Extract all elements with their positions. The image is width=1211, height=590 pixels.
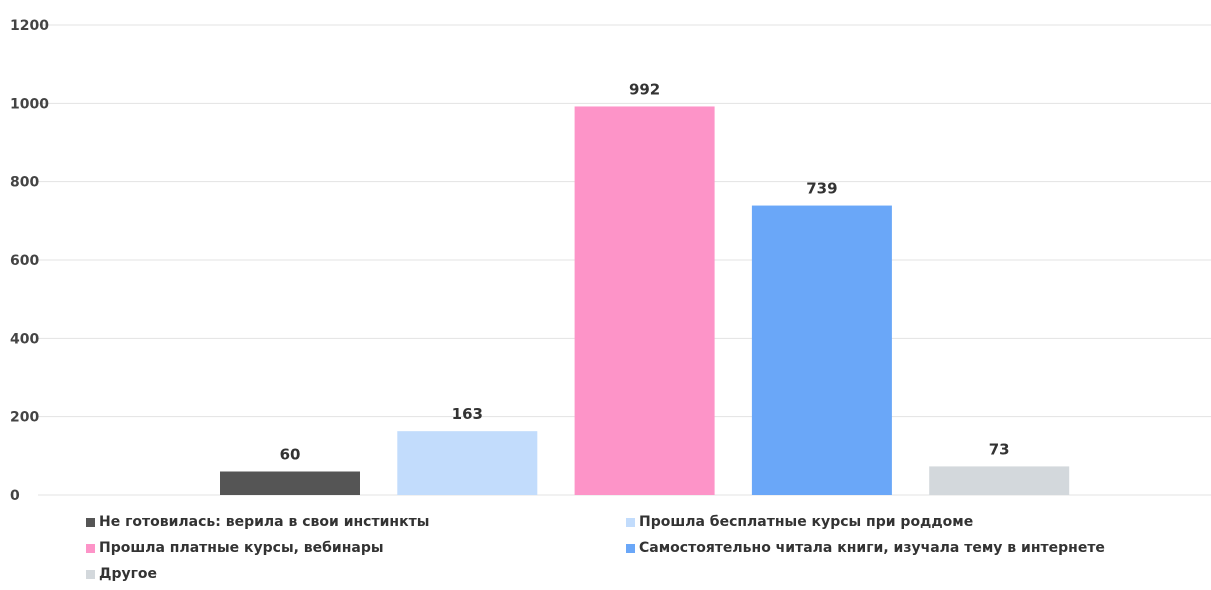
y-tick-label: 0 xyxy=(10,488,20,504)
legend-item-free-courses: Прошла бесплатные курсы при роддоме xyxy=(626,514,973,530)
y-tick-label: 1200 xyxy=(10,18,49,34)
y-tick-label: 800 xyxy=(10,175,39,191)
bar xyxy=(929,466,1070,495)
legend-label: Не готовилась: верила в свои инстинкты xyxy=(99,514,430,530)
legend-label: Самостоятельно читала книги, изучала тем… xyxy=(639,540,1105,556)
y-tick-label: 600 xyxy=(10,253,39,269)
data-label: 163 xyxy=(452,405,483,423)
legend-item-other: Другое xyxy=(86,566,157,582)
y-tick-label: 200 xyxy=(10,410,39,426)
bar xyxy=(397,431,538,495)
data-label: 992 xyxy=(629,80,660,98)
legend-label: Другое xyxy=(99,566,158,582)
bar xyxy=(574,106,715,495)
legend-label: Прошла платные курсы, вебинары xyxy=(99,540,384,556)
data-label: 73 xyxy=(989,440,1010,458)
legend-item-paid-courses: Прошла платные курсы, вебинары xyxy=(86,540,384,556)
legend-swatch-no-preparation xyxy=(86,517,95,527)
legend-item-no-preparation: Не готовилась: верила в свои инстинкты xyxy=(86,514,429,530)
bar xyxy=(220,471,360,495)
bar xyxy=(751,205,892,495)
legend-swatch-other xyxy=(86,569,95,579)
legend-item-self-study: Самостоятельно читала книги, изучала тем… xyxy=(626,540,1105,556)
legend-swatch-paid-courses xyxy=(86,543,95,553)
bar-chart: 0 200 400 600 800 1000 1200 60 163 992 739 73 xyxy=(10,18,1211,504)
y-tick-label: 1000 xyxy=(10,96,49,112)
data-label: 739 xyxy=(806,180,837,198)
legend-swatch-self-study xyxy=(626,543,635,553)
legend-label: Прошла бесплатные курсы при роддоме xyxy=(639,514,974,530)
data-label: 60 xyxy=(280,446,301,464)
y-tick-label: 400 xyxy=(10,331,39,347)
legend-swatch-free-courses xyxy=(626,517,635,527)
